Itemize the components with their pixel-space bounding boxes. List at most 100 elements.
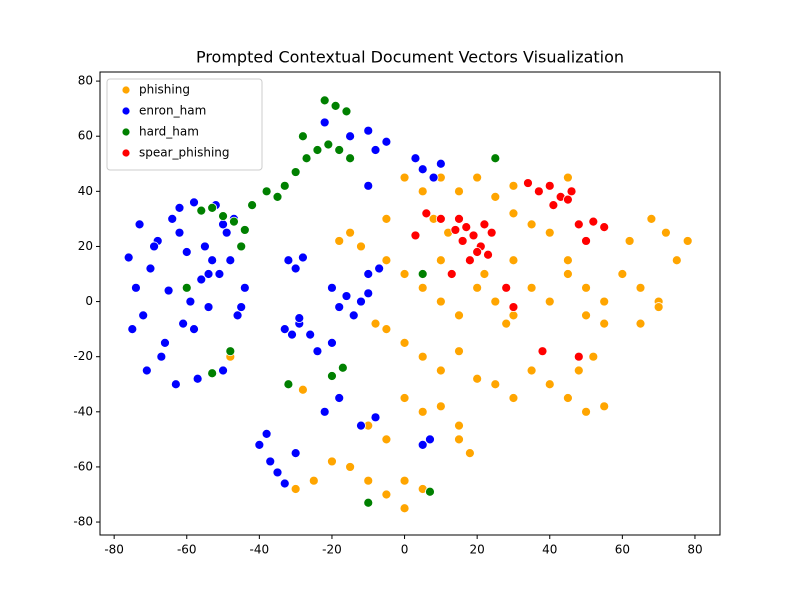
point	[490, 296, 501, 307]
point	[544, 180, 555, 191]
point	[363, 125, 374, 136]
point	[464, 448, 475, 459]
point	[287, 329, 297, 340]
point	[232, 310, 243, 321]
point	[417, 164, 428, 175]
point	[330, 100, 341, 111]
point	[454, 213, 464, 224]
y-tick-label: -20	[73, 349, 93, 363]
y-tick-label: -80	[73, 515, 93, 529]
point	[464, 255, 475, 266]
point	[599, 296, 610, 307]
point	[363, 180, 374, 191]
legend-label: enron_ham	[139, 104, 206, 118]
point	[356, 420, 366, 431]
x-tick-label: -40	[250, 543, 270, 557]
point	[661, 227, 671, 238]
point	[563, 255, 573, 266]
point	[363, 269, 374, 279]
point	[472, 373, 483, 384]
legend-marker	[121, 148, 131, 158]
point	[508, 393, 519, 403]
point	[370, 412, 381, 423]
point	[308, 475, 319, 486]
point	[283, 255, 294, 266]
point	[450, 225, 461, 235]
point	[261, 186, 272, 197]
point	[174, 202, 185, 213]
point	[290, 167, 301, 177]
point	[290, 448, 301, 459]
point	[410, 153, 421, 164]
legend-marker	[121, 106, 131, 116]
point	[381, 489, 392, 500]
y-tick-label: 0	[85, 294, 93, 308]
point	[218, 219, 228, 230]
point	[588, 351, 599, 362]
point	[599, 318, 610, 329]
point	[163, 285, 174, 296]
point	[454, 310, 464, 321]
point	[341, 106, 352, 117]
point	[454, 420, 464, 431]
point	[319, 117, 330, 128]
point	[508, 302, 519, 312]
point	[417, 351, 428, 362]
point	[381, 324, 392, 335]
point	[207, 255, 218, 266]
point	[225, 255, 236, 266]
point	[501, 282, 512, 293]
point	[341, 291, 352, 301]
x-tick-label: 20	[470, 543, 485, 557]
point	[454, 186, 464, 197]
point	[526, 282, 537, 293]
point	[490, 379, 501, 390]
point	[279, 180, 290, 191]
point	[581, 406, 591, 417]
point	[327, 371, 337, 381]
point	[573, 365, 584, 376]
point	[472, 247, 483, 257]
point	[239, 225, 250, 235]
point	[537, 346, 548, 357]
point	[435, 401, 446, 412]
x-tick-label: -60	[177, 543, 197, 557]
point	[421, 208, 432, 219]
point	[381, 136, 392, 147]
plot-frame	[99, 71, 721, 536]
point	[123, 252, 134, 263]
point	[381, 255, 392, 266]
point	[138, 310, 149, 321]
point	[305, 329, 316, 340]
point	[435, 213, 446, 224]
point	[370, 318, 381, 329]
point	[399, 172, 410, 183]
point	[181, 282, 192, 293]
point	[334, 393, 345, 403]
point	[345, 227, 356, 238]
point	[254, 439, 265, 450]
point	[454, 346, 464, 357]
point	[196, 205, 207, 216]
point	[508, 180, 519, 191]
point	[265, 456, 276, 467]
point	[399, 503, 410, 514]
point	[682, 236, 693, 246]
x-tick-label: 0	[401, 543, 409, 557]
y-tick-label: -60	[73, 459, 93, 473]
point	[468, 230, 479, 241]
point	[200, 241, 210, 252]
point	[563, 194, 573, 205]
point	[261, 428, 272, 439]
point	[283, 379, 294, 390]
point	[617, 269, 628, 279]
point	[425, 486, 435, 497]
point	[461, 222, 472, 233]
y-tick-label: 40	[78, 184, 93, 198]
point	[189, 324, 199, 335]
point	[312, 346, 323, 357]
point	[457, 236, 468, 246]
point	[203, 302, 214, 312]
point	[323, 139, 334, 150]
point	[181, 247, 192, 257]
